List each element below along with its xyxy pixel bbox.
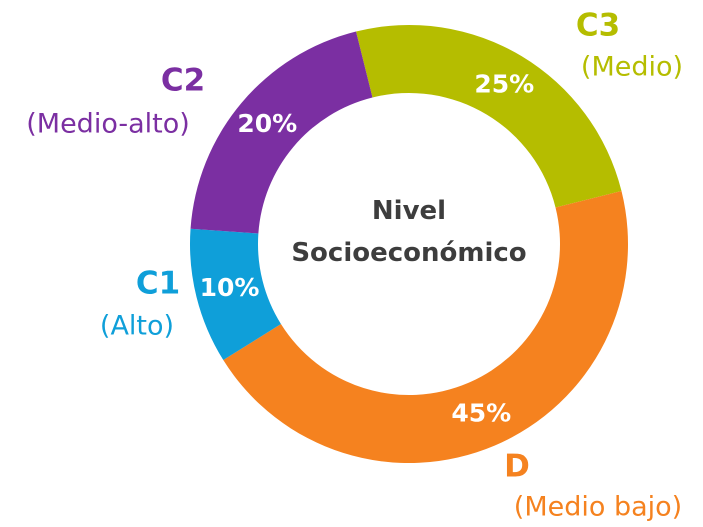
category-label: C2 — [161, 63, 205, 99]
donut-segment — [190, 228, 281, 361]
donut-segment — [356, 25, 622, 208]
category-description: (Alto) — [100, 311, 174, 342]
value-label: 45% — [451, 398, 511, 427]
value-label: 10% — [200, 273, 260, 302]
value-label: 20% — [237, 109, 297, 138]
category-label: C1 — [136, 266, 180, 302]
chart-title: Nivel Socioeconómico — [291, 196, 527, 268]
donut-segment — [223, 191, 628, 463]
category-description: (Medio) — [581, 52, 683, 83]
category-label: D — [504, 449, 530, 485]
category-label: C3 — [576, 8, 620, 44]
category-description: (Medio-alto) — [26, 109, 190, 140]
value-label: 25% — [474, 69, 534, 98]
donut-segment — [190, 31, 373, 234]
category-description: (Medio bajo) — [514, 492, 682, 523]
